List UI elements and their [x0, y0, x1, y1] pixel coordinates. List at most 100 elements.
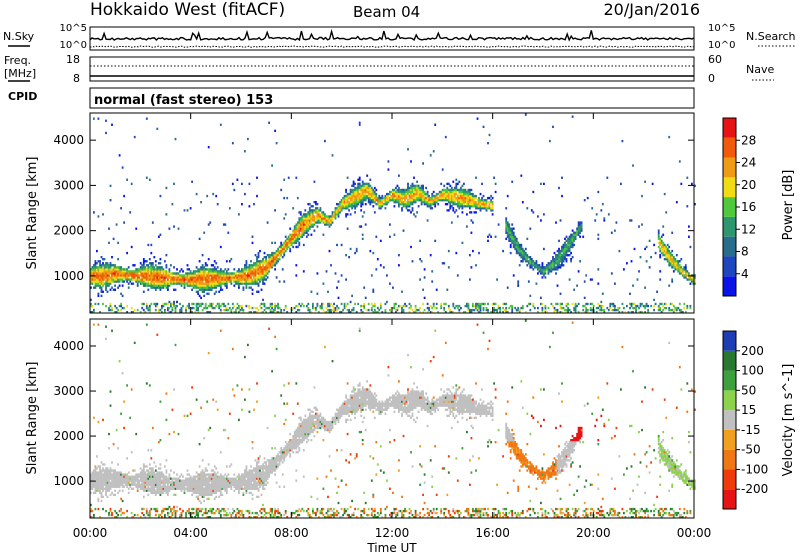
- power-cell: [458, 195, 460, 197]
- power-cell: [114, 289, 116, 291]
- power-cell: [274, 309, 276, 311]
- power-cell: [650, 256, 652, 258]
- power-cell: [369, 185, 371, 187]
- power-cell: [146, 118, 148, 120]
- power-cell: [552, 256, 554, 258]
- power-cell: [587, 197, 589, 199]
- power-cell: [365, 223, 367, 225]
- power-cell: [638, 270, 640, 272]
- power-cell: [96, 250, 98, 252]
- power-cell: [383, 197, 385, 199]
- power-cell: [202, 280, 204, 282]
- power-cell: [683, 303, 685, 305]
- power-cell: [114, 285, 116, 287]
- power-cell: [338, 297, 340, 299]
- power-cell: [156, 287, 158, 289]
- power-cell: [314, 230, 316, 232]
- power-cell: [271, 307, 273, 309]
- velocity-cell: [126, 457, 128, 459]
- power-cell: [652, 183, 654, 185]
- power-cell: [131, 246, 133, 248]
- power-cell: [218, 274, 220, 276]
- power-cell: [229, 207, 231, 209]
- power-cell: [164, 278, 166, 280]
- power-cell: [421, 260, 423, 262]
- power-cell: [449, 185, 451, 187]
- power-cell: [659, 238, 661, 240]
- power-cell: [102, 291, 104, 293]
- power-cell: [498, 223, 500, 225]
- power-cell: [537, 215, 539, 217]
- power-cell: [185, 307, 187, 309]
- velocity-cell: [175, 512, 177, 514]
- power-cell: [452, 181, 454, 183]
- power-cell: [111, 287, 113, 289]
- power-cell: [265, 278, 267, 280]
- power-cell: [434, 205, 436, 207]
- power-cell: [569, 309, 571, 311]
- power-cell: [101, 289, 103, 291]
- power-cell: [554, 264, 556, 266]
- power-cell: [513, 232, 515, 234]
- power-cell: [526, 207, 528, 209]
- velocity-cell: [110, 467, 112, 469]
- power-cell: [597, 268, 599, 270]
- power-cell: [686, 305, 688, 307]
- power-cell: [511, 309, 513, 311]
- power-cell: [354, 252, 356, 254]
- power-cell: [262, 258, 264, 260]
- power-cell: [307, 230, 309, 232]
- power-cell: [564, 256, 566, 258]
- power-cell: [341, 244, 343, 246]
- velocity-cell: [111, 492, 113, 494]
- power-cell: [626, 262, 628, 264]
- power-cell: [430, 205, 432, 207]
- power-cell: [243, 309, 245, 311]
- power-cell: [561, 195, 563, 197]
- power-cell: [237, 179, 239, 181]
- power-cell: [246, 260, 248, 262]
- power-cell: [413, 201, 415, 203]
- power-cell: [218, 291, 220, 293]
- velocity-cell: [149, 510, 151, 512]
- power-cell: [516, 238, 518, 240]
- velocity-cell: [126, 484, 128, 486]
- power-cell: [454, 201, 456, 203]
- power-cell: [202, 272, 204, 274]
- velocity-cell: [160, 463, 162, 465]
- power-cell: [640, 256, 642, 258]
- power-cell: [187, 283, 189, 285]
- power-cell: [102, 303, 104, 305]
- power-cell: [119, 285, 121, 287]
- velocity-cell: [111, 461, 113, 463]
- power-cell: [413, 213, 415, 215]
- power-cell: [431, 207, 433, 209]
- velocity-cell: [101, 461, 103, 463]
- power-cell: [264, 272, 266, 274]
- power-cell: [489, 205, 491, 207]
- velocity-cell: [152, 427, 154, 429]
- power-cell: [416, 181, 418, 183]
- power-cell: [428, 195, 430, 197]
- velocity-cell: [123, 427, 125, 429]
- y-tick-label: 2000: [53, 224, 84, 238]
- power-cell: [249, 305, 251, 307]
- velocity-cell: [172, 480, 174, 482]
- power-cell: [575, 307, 577, 309]
- power-cell: [510, 244, 512, 246]
- velocity-cell: [187, 486, 189, 488]
- power-cell: [141, 274, 143, 276]
- power-cell: [117, 258, 119, 260]
- power-cell: [644, 181, 646, 183]
- power-cell: [99, 285, 101, 287]
- power-cell: [105, 305, 107, 307]
- power-cell: [443, 189, 445, 191]
- power-cell: [661, 303, 663, 305]
- power-cell: [416, 211, 418, 213]
- velocity-cell: [184, 486, 186, 488]
- power-cell: [597, 191, 599, 193]
- power-cell: [445, 303, 447, 305]
- velocity-cell: [190, 476, 192, 478]
- power-cell: [540, 297, 542, 299]
- power-cell: [386, 301, 388, 303]
